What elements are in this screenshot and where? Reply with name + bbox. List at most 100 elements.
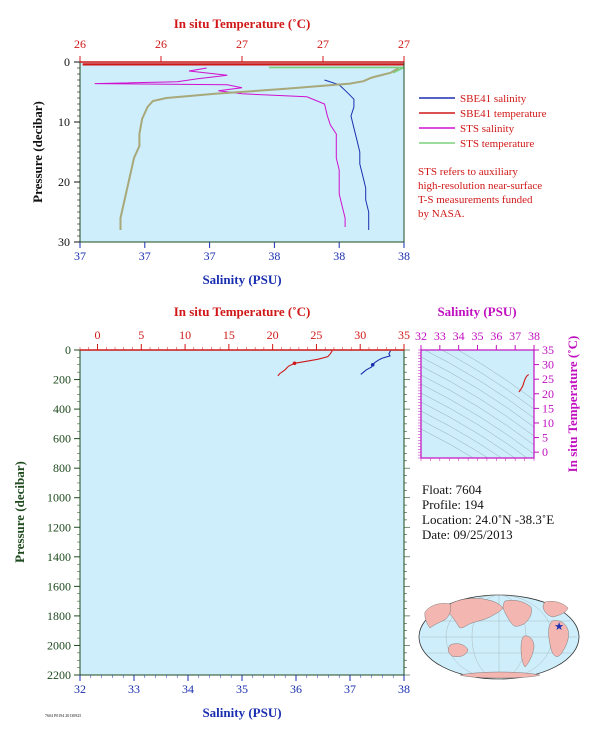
ts-y-tick-label: 30 [542,358,554,372]
legend-label-sts-temperature: STS temperature [460,138,534,150]
ts-series-sbe41-t-s [518,374,530,393]
float-id: Float: 7604 [422,482,482,497]
world-map: ★ [418,594,580,680]
float-info: Float: 7604 Profile: 194 Location: 24.0˚… [422,482,554,542]
legend-note-line-2: high-resolution near-surface [418,180,542,192]
ts-y-tick-label: 35 [542,343,554,357]
ts-y-tick-label: 15 [542,401,554,415]
map-asia-east [424,603,451,629]
bottom-temperature-tick-label: 30 [354,328,366,342]
bottom-y-tick-label: 400 [53,402,71,416]
legend-note-line-3: T-S measurements funded [418,194,533,206]
map-africa [548,620,569,657]
ts-x-tick-label: 37 [509,329,521,343]
top-temperature-tick-label: 26 [74,37,86,51]
top-y-tick-label: 30 [58,235,70,249]
ts-contour-line [424,350,534,419]
ts-y-tick-label: 20 [542,387,554,401]
bottom-y-tick-label: 1600 [47,579,71,593]
map-north-america [502,600,532,627]
top-temperature-axis-title: In situ Temperature (˚C) [174,16,311,31]
top-x-tick-label: 38 [333,249,345,263]
bottom-y-tick-label: 2200 [47,668,71,682]
top-plot-area [80,62,404,242]
ts-contour-line [457,350,534,401]
ts-x-tick-label: 35 [472,329,484,343]
map-continents [424,598,569,679]
bottom-ticks-group: 0200400600800100012001400160018002000220… [47,328,410,696]
ts-density-contours [421,350,534,458]
top-ticks-group: 0 10 20 30 37 37 37 38 38 38 26 26 27 27 27 [58,37,410,263]
legend-note-line-4: by NASA. [418,208,465,220]
bottom-y-tick-label: 1200 [47,520,71,534]
bottom-y-tick-label: 2000 [47,638,71,652]
top-x-tick-label: 37 [204,249,216,263]
map-europe [542,601,569,618]
top-x-tick-label: 37 [74,249,86,263]
ts-contour-line [421,365,534,437]
date: Date: 09/25/2013 [422,527,513,542]
top-series-sbe41-salinity [324,79,370,230]
footer-tiny-label: 7604 P0194 20130925 [45,713,81,718]
bottom-y-tick-label: 1400 [47,550,71,564]
ts-contour-line [421,356,534,428]
top-y-tick-label: 20 [58,175,70,189]
ts-salinity-axis-title: Salinity (PSU) [437,304,516,319]
ts-contour-line [421,392,528,458]
ts-contour-line [421,401,516,458]
ts-x-tick-label: 34 [453,329,465,343]
bottom-plot-area [80,350,404,675]
map-antarctica [459,671,541,679]
ts-contour-line [421,383,534,455]
ts-y-tick-label: 0 [542,445,548,459]
ts-contour-line [441,350,534,410]
bottom-x-tick-label: 38 [398,682,410,696]
ts-contour-line [421,410,502,458]
top-temperature-tick-label: 26 [155,37,167,51]
legend-note-line-1: STS refers to auxiliary [418,166,518,178]
profile-number: Profile: 194 [422,497,484,512]
bottom-x-tick-label: 36 [290,682,302,696]
map-float-marker-icon: ★ [554,621,564,633]
ts-y-tick-label: 10 [542,416,554,430]
bottom-x-tick-label: 32 [74,682,86,696]
bottom-temperature-axis-title: In situ Temperature (˚C) [174,304,311,319]
ts-x-tick-label: 32 [415,329,427,343]
top-pressure-axis-title: Pressure (decibar) [30,101,45,203]
ts-contour-line [421,419,489,458]
bottom-pressure-axis-title: Pressure (decibar) [12,461,27,563]
bottom-panel: 0200400600800100012001400160018002000220… [12,304,410,720]
bottom-y-tick-label: 0 [65,343,71,357]
bottom-series-sbe41-temperature [277,350,333,377]
bottom-x-tick-label: 34 [182,682,194,696]
top-temperature-tick-label: 27 [317,37,329,51]
map-australia [448,643,469,657]
top-x-tick-label: 38 [268,249,280,263]
bottom-series-group [277,350,391,377]
bottom-temperature-tick-label: 20 [267,328,279,342]
ts-x-tick-label: 36 [490,329,502,343]
ts-plot-area [421,350,534,458]
location: Location: 24.0˚N -38.3˚E [422,512,554,527]
legend-label-sbe41-temperature: SBE41 temperature [460,108,547,120]
top-panel: 0 10 20 30 37 37 37 38 38 38 26 26 27 27 27 In situ Te… [30,16,410,287]
ts-x-tick-label: 38 [528,329,540,343]
top-temperature-tick-label: 27 [398,37,410,51]
top-x-tick-label: 37 [139,249,151,263]
bottom-temperature-tick-label: 25 [310,328,322,342]
bottom-y-tick-label: 200 [53,373,71,387]
legend-label-sts-salinity: STS salinity [460,123,515,135]
ts-contour-line [421,374,534,446]
bottom-series-marker [370,362,375,367]
bottom-temperature-tick-label: 10 [179,328,191,342]
bottom-temperature-tick-label: 15 [223,328,235,342]
ts-series-group [518,374,530,393]
bottom-y-tick-label: 600 [53,432,71,446]
bottom-temperature-tick-label: 5 [138,328,144,342]
legend-label-sbe41-salinity: SBE41 salinity [460,93,527,105]
bottom-series-sbe41-salinity [360,350,391,375]
bottom-x-tick-label: 33 [128,682,140,696]
